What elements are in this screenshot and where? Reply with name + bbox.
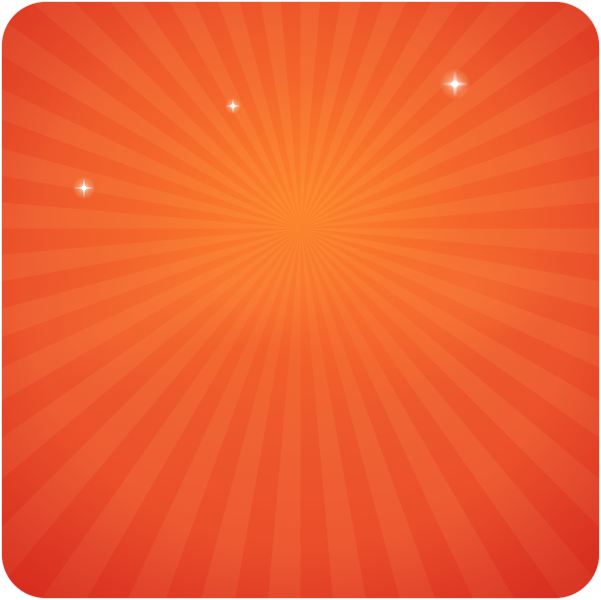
background-tile: [2, 2, 599, 598]
edge-vignette: [2, 2, 599, 598]
